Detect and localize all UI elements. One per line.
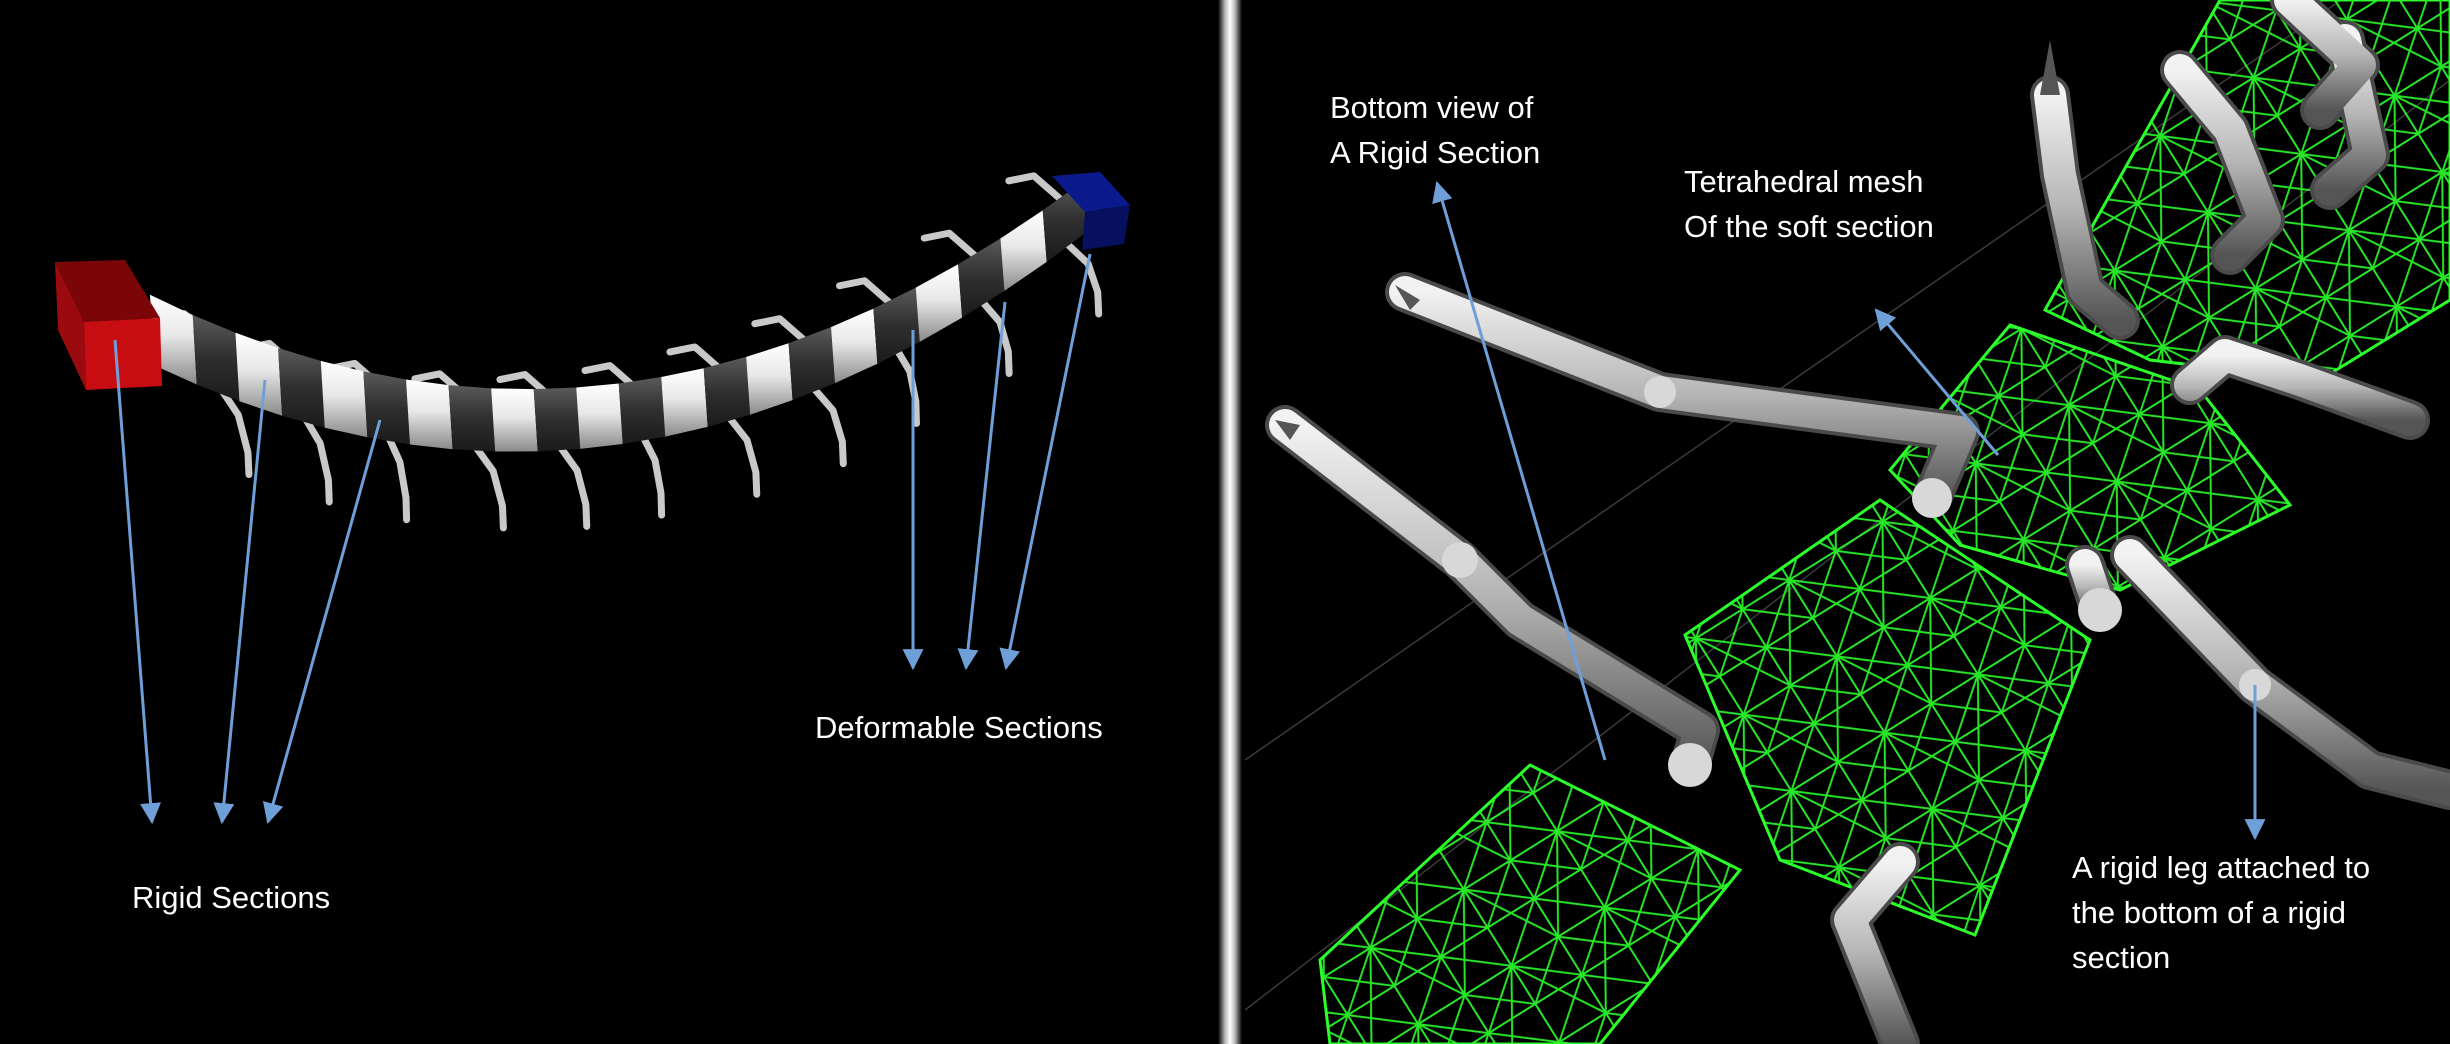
centipede-model bbox=[55, 172, 1130, 532]
label-bottom-view-line1: Bottom view of bbox=[1330, 90, 1534, 125]
label-deformable-sections: Deformable Sections bbox=[815, 710, 1103, 745]
label-rigid-leg-line1: A rigid leg attached to bbox=[2072, 850, 2371, 885]
deformable-segment bbox=[915, 264, 963, 342]
closeup-scene bbox=[1245, 0, 2450, 1044]
rigid-segment bbox=[278, 347, 325, 428]
deformable-segment bbox=[405, 379, 453, 450]
arrow-tet-mesh bbox=[1874, 308, 2000, 456]
rigid-segment bbox=[363, 371, 410, 445]
label-rigid-sections: Rigid Sections bbox=[132, 880, 331, 915]
deformable-segment bbox=[320, 360, 368, 438]
annotation-arrows bbox=[113, 180, 2266, 841]
arrow-bottom-view bbox=[1432, 180, 1607, 761]
tail-block bbox=[1052, 172, 1130, 250]
label-tet-mesh-line1: Tetrahedral mesh bbox=[1684, 164, 1924, 199]
centipede-leg bbox=[806, 380, 847, 468]
centipede-leg bbox=[210, 375, 253, 479]
rigid-segment bbox=[958, 238, 1005, 318]
deformable-segment bbox=[746, 343, 793, 415]
rigid-segment bbox=[703, 356, 751, 427]
deformable-segment bbox=[150, 294, 197, 385]
deformable-segment bbox=[1000, 210, 1047, 291]
arrow-deform-2 bbox=[957, 301, 1007, 671]
label-bottom-view-line2: A Rigid Section bbox=[1330, 135, 1541, 170]
centipede-legs bbox=[155, 172, 1103, 532]
rigid-segment bbox=[873, 287, 920, 364]
closeup-legs bbox=[1265, 0, 2450, 1044]
head-block bbox=[55, 260, 162, 390]
rigid-segment bbox=[533, 387, 581, 452]
label-rigid-leg-line3: section bbox=[2072, 940, 2171, 975]
deformable-segment bbox=[661, 368, 708, 437]
arrow-rigid-1 bbox=[113, 339, 162, 825]
deformable-segment bbox=[576, 383, 623, 449]
arrow-rigid-2 bbox=[213, 379, 267, 825]
label-tet-mesh-line2: Of the soft section bbox=[1684, 209, 1934, 244]
centipede-leg bbox=[551, 436, 591, 530]
rigid-segment bbox=[192, 314, 240, 402]
centipede-leg bbox=[975, 294, 1013, 378]
centipede-leg bbox=[466, 435, 507, 532]
arrow-deform-3 bbox=[999, 253, 1092, 671]
rigid-segment bbox=[788, 327, 835, 401]
rigid-segment bbox=[448, 385, 496, 452]
centipede-leg bbox=[721, 408, 761, 498]
centipede-leg bbox=[1060, 237, 1103, 318]
deformable-segment bbox=[235, 332, 283, 416]
centipede-leg bbox=[636, 427, 666, 519]
deformable-segment bbox=[491, 388, 538, 452]
centipede-body bbox=[150, 179, 1089, 452]
label-rigid-leg-line2: the bottom of a rigid bbox=[2072, 895, 2346, 930]
arrow-rigid-3 bbox=[262, 419, 382, 825]
centipede-leg bbox=[381, 424, 411, 524]
rigid-segment bbox=[618, 377, 666, 444]
panel-divider bbox=[1218, 0, 1242, 1044]
centipede-leg bbox=[295, 404, 333, 506]
deformable-segment bbox=[830, 308, 878, 384]
